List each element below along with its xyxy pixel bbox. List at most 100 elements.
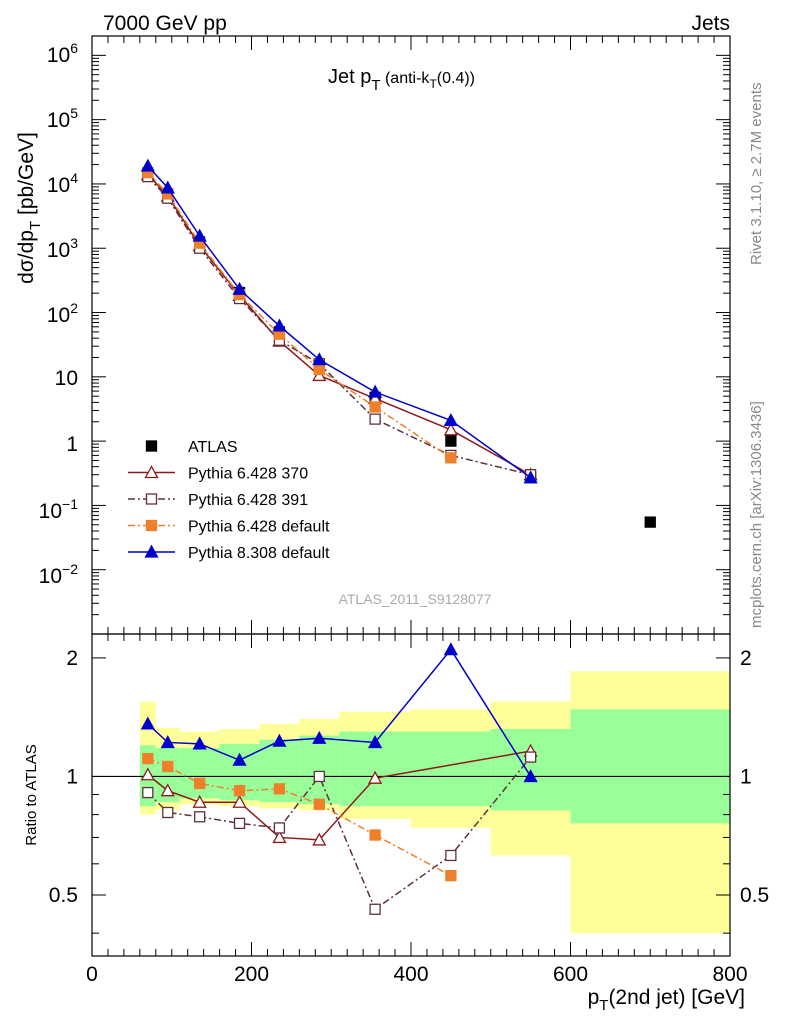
- header-left: 7000 GeV pp: [103, 12, 227, 35]
- data-point: [273, 822, 286, 834]
- data-point: [160, 783, 175, 797]
- series-line: [147, 172, 452, 459]
- data-point: [272, 830, 287, 844]
- ratio-frame: [91, 633, 731, 957]
- data-point: [160, 180, 175, 194]
- legend-label: Pythia 6.428 370: [188, 466, 308, 483]
- data-point: [313, 798, 325, 810]
- data-point: [192, 228, 207, 242]
- data-point: [524, 751, 537, 763]
- main-ylabel: dσ/dpT [pb/GeV]: [15, 132, 44, 284]
- x-tick-label: 600: [553, 963, 588, 986]
- mcplots-label: mcplots.cern.ch [arXiv:1306.3436]: [748, 401, 765, 628]
- ytick-label-1e5: 105: [47, 105, 78, 132]
- data-point: [273, 783, 286, 795]
- legend: ATLAS Pythia 6.428 370 Pythia 6.428 391 Pyt…: [128, 439, 330, 562]
- data-point: [232, 281, 247, 295]
- main-axis-ticks: [91, 35, 731, 635]
- data-point: [194, 811, 206, 823]
- data-point: [445, 869, 457, 882]
- data-point: [443, 422, 458, 436]
- x-tick-label: 400: [393, 963, 428, 986]
- data-point: [272, 733, 287, 747]
- data-point: [144, 465, 159, 479]
- data-point: [142, 786, 154, 799]
- ratio-series-pythia-8-308-default: [140, 642, 538, 783]
- data-point: [232, 794, 247, 808]
- ratio-uncertainty-bands: [92, 671, 730, 934]
- data-point: [142, 752, 154, 765]
- ytick-label-1e4: 104: [47, 170, 78, 197]
- y-tick-label: 2: [740, 647, 752, 670]
- data-point: [443, 413, 458, 427]
- series-pythia-6-428-391: [142, 170, 537, 481]
- ytick-label-1em2: 10−2: [39, 561, 79, 588]
- ytick-label-1em1: 10−1: [39, 496, 79, 523]
- data-point: [523, 769, 538, 783]
- data-point: [445, 452, 457, 464]
- data-point: [368, 384, 383, 398]
- data-point: [445, 849, 457, 862]
- ytick-label-1e3: 103: [47, 235, 78, 262]
- y-tick-label: 2: [66, 647, 78, 670]
- data-point: [369, 829, 381, 841]
- header-right: Jets: [691, 12, 730, 35]
- series-line: [147, 174, 531, 476]
- ratio-axis-ticks: 0 200 400 600 800 0.5 0.5 1 1 2 2: [49, 634, 769, 986]
- stat-uncertainty-band: [155, 748, 180, 803]
- data-point: [368, 770, 383, 784]
- data-point: [369, 413, 381, 425]
- y-tick-label: 0.5: [740, 884, 769, 907]
- data-point: [145, 440, 158, 452]
- ratio-series-pythia-6-428-default: [142, 752, 457, 882]
- data-point: [644, 516, 656, 528]
- ytick-label-1e2: 102: [47, 300, 78, 327]
- y-tick-label: 1: [740, 765, 752, 788]
- data-point: [443, 642, 458, 656]
- ytick-label-1e6: 106: [47, 40, 78, 67]
- data-point: [272, 318, 287, 332]
- x-tick-label: 800: [712, 963, 747, 986]
- data-point: [192, 736, 207, 750]
- series-line: [147, 165, 532, 479]
- data-point: [233, 785, 246, 797]
- data-point: [144, 544, 159, 558]
- data-point: [140, 716, 155, 730]
- data-point: [313, 363, 325, 376]
- data-point: [312, 352, 327, 366]
- ratio-ylabel: Ratio to ATLAS: [23, 744, 40, 845]
- data-point: [368, 735, 383, 749]
- data-point: [369, 903, 381, 915]
- data-point: [192, 794, 207, 808]
- stat-uncertainty-band: [570, 709, 730, 824]
- data-point: [140, 767, 155, 781]
- data-point: [369, 401, 381, 413]
- data-point: [145, 493, 158, 505]
- legend-label: Pythia 6.428 391: [188, 492, 308, 509]
- rivet-label: Rivet 3.1.10, ≥ 2.7M events: [748, 83, 765, 266]
- xlabel: pT(2nd jet) [GeV]: [588, 986, 745, 1014]
- plot-title: Jet pT (anti-kT(0.4)): [328, 66, 475, 94]
- legend-label: Pythia 8.308 default: [188, 545, 330, 562]
- data-point: [232, 752, 247, 766]
- data-point: [233, 817, 246, 830]
- series-pythia-6-428-370: [140, 167, 538, 481]
- y-tick-label: 0.5: [49, 884, 78, 907]
- ytick-label-1: 1: [66, 433, 78, 456]
- data-point: [194, 777, 206, 790]
- ratio-series-layer: [140, 642, 538, 915]
- data-point: [312, 730, 327, 744]
- data-point: [140, 158, 155, 172]
- stat-uncertainty-band: [411, 731, 491, 807]
- legend-label: ATLAS: [188, 439, 238, 456]
- x-tick-label: 0: [86, 963, 98, 986]
- data-point: [313, 770, 325, 783]
- data-point: [145, 519, 158, 532]
- data-point: [445, 435, 457, 447]
- data-point: [523, 470, 538, 484]
- stat-uncertainty-band: [179, 748, 220, 799]
- legend-label: Pythia 6.428 default: [188, 519, 330, 536]
- data-point: [160, 735, 175, 749]
- y-tick-label: 1: [66, 765, 78, 788]
